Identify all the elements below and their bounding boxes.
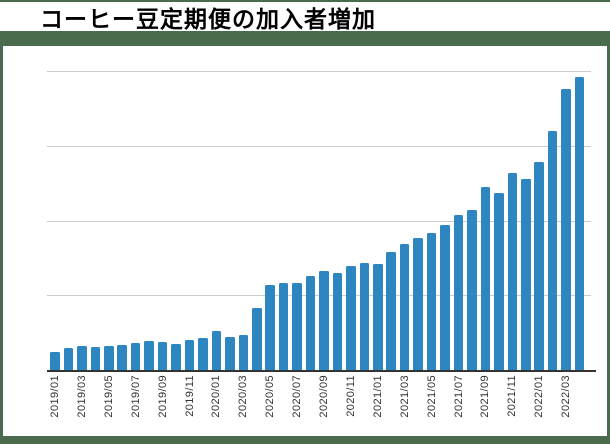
bar xyxy=(494,192,504,370)
x-tick-label-text: 2020/07 xyxy=(291,375,304,418)
x-tick-label: 2019/07 xyxy=(129,375,143,437)
bar xyxy=(332,272,343,370)
bar xyxy=(534,162,544,370)
x-tick-label-text: 2021/05 xyxy=(425,375,438,418)
bar xyxy=(130,343,141,370)
bar xyxy=(211,330,222,370)
bar xyxy=(520,179,531,370)
bar xyxy=(467,210,477,370)
x-tick-label-text: 2019/03 xyxy=(75,375,88,418)
bar xyxy=(480,187,491,370)
x-tick-label: 2020/05 xyxy=(263,375,277,437)
x-tick-label-text: 2019/11 xyxy=(183,375,196,417)
bar xyxy=(144,340,154,370)
x-tick-label-text: 2020/05 xyxy=(264,375,277,418)
bar xyxy=(117,344,128,370)
bar xyxy=(305,275,316,370)
bar xyxy=(359,262,370,370)
x-tick-label: 2020/07 xyxy=(290,375,304,437)
x-tick-label-text: 2019/01 xyxy=(49,375,61,418)
bar xyxy=(265,285,275,370)
x-tick-label: 2019/09 xyxy=(156,375,170,437)
x-tick-label-text: 2020/01 xyxy=(210,375,223,418)
x-axis-line xyxy=(47,370,596,372)
bar xyxy=(157,342,168,370)
x-tick-label-text: 2019/07 xyxy=(129,375,142,418)
bar xyxy=(507,172,518,370)
x-tick-label-text: 2019/09 xyxy=(156,375,169,418)
x-tick-label-text: 2022/03 xyxy=(560,375,573,418)
bar xyxy=(373,263,383,370)
x-tick-label-text: 2020/11 xyxy=(344,375,357,417)
gridline xyxy=(47,71,591,72)
x-tick-label: 2022/03 xyxy=(559,375,573,437)
bar xyxy=(90,346,101,370)
bar xyxy=(440,224,450,370)
bar xyxy=(171,344,181,370)
x-tick-label: 2020/11 xyxy=(344,375,358,437)
bar xyxy=(292,282,302,370)
x-tick-label: 2020/01 xyxy=(209,375,223,437)
x-tick-label: 2019/05 xyxy=(102,375,116,437)
x-tick-label-text: 2022/01 xyxy=(533,375,546,418)
bar-chart-card: 2019/01 2019/03 2019/05 2019/07 2019/09 2019/… xyxy=(3,46,607,436)
bar xyxy=(561,89,571,370)
x-tick-label-text: 2021/07 xyxy=(452,375,465,418)
x-tick-label-text: 2020/09 xyxy=(318,375,330,418)
bar xyxy=(386,252,397,370)
bar xyxy=(278,282,289,370)
bar xyxy=(63,347,74,370)
bar xyxy=(346,265,356,370)
x-tick-label: 2021/01 xyxy=(371,375,385,437)
x-tick-label: 2019/01 xyxy=(48,375,62,437)
x-tick-label: 2019/11 xyxy=(183,375,197,437)
title-strip: コーヒー豆定期便の加入者増加 xyxy=(0,2,610,32)
x-tick-label: 2021/11 xyxy=(505,375,519,437)
bar xyxy=(453,214,464,370)
bar xyxy=(574,76,585,370)
bar xyxy=(251,308,262,370)
x-tick-label: 2021/03 xyxy=(398,375,412,437)
x-tick-label: 2020/09 xyxy=(317,375,331,437)
bar xyxy=(413,237,423,370)
gridline xyxy=(47,295,591,297)
bar xyxy=(77,346,87,370)
x-tick-label-text: 2021/03 xyxy=(398,375,411,418)
bar xyxy=(198,338,208,370)
bar xyxy=(50,352,60,370)
bar xyxy=(225,336,235,370)
gridline xyxy=(47,145,591,147)
bar xyxy=(319,271,329,370)
x-tick-label: 2020/03 xyxy=(236,375,250,437)
x-tick-label: 2021/09 xyxy=(478,375,492,437)
x-tick-label: 2021/07 xyxy=(452,375,466,437)
chart-title: コーヒー豆定期便の加入者増加 xyxy=(40,5,376,32)
x-tick-label-text: 2019/05 xyxy=(102,375,115,418)
x-tick-label: 2021/05 xyxy=(425,375,439,437)
x-tick-label-text: 2021/09 xyxy=(479,375,492,418)
x-tick-label: 2022/01 xyxy=(532,375,546,437)
plot-area: 2019/01 2019/03 2019/05 2019/07 2019/09 2019/… xyxy=(3,46,607,436)
x-tick-label: 2019/03 xyxy=(75,375,89,437)
x-tick-label-text: 2021/11 xyxy=(506,375,519,417)
bar xyxy=(238,335,249,370)
bar xyxy=(184,340,195,370)
bar xyxy=(547,130,558,370)
x-tick-label-text: 2021/01 xyxy=(371,375,384,418)
x-tick-label-text: 2020/03 xyxy=(237,375,250,418)
gridline xyxy=(47,220,591,222)
bar xyxy=(426,233,437,370)
bar xyxy=(399,244,410,370)
bar xyxy=(104,345,114,370)
